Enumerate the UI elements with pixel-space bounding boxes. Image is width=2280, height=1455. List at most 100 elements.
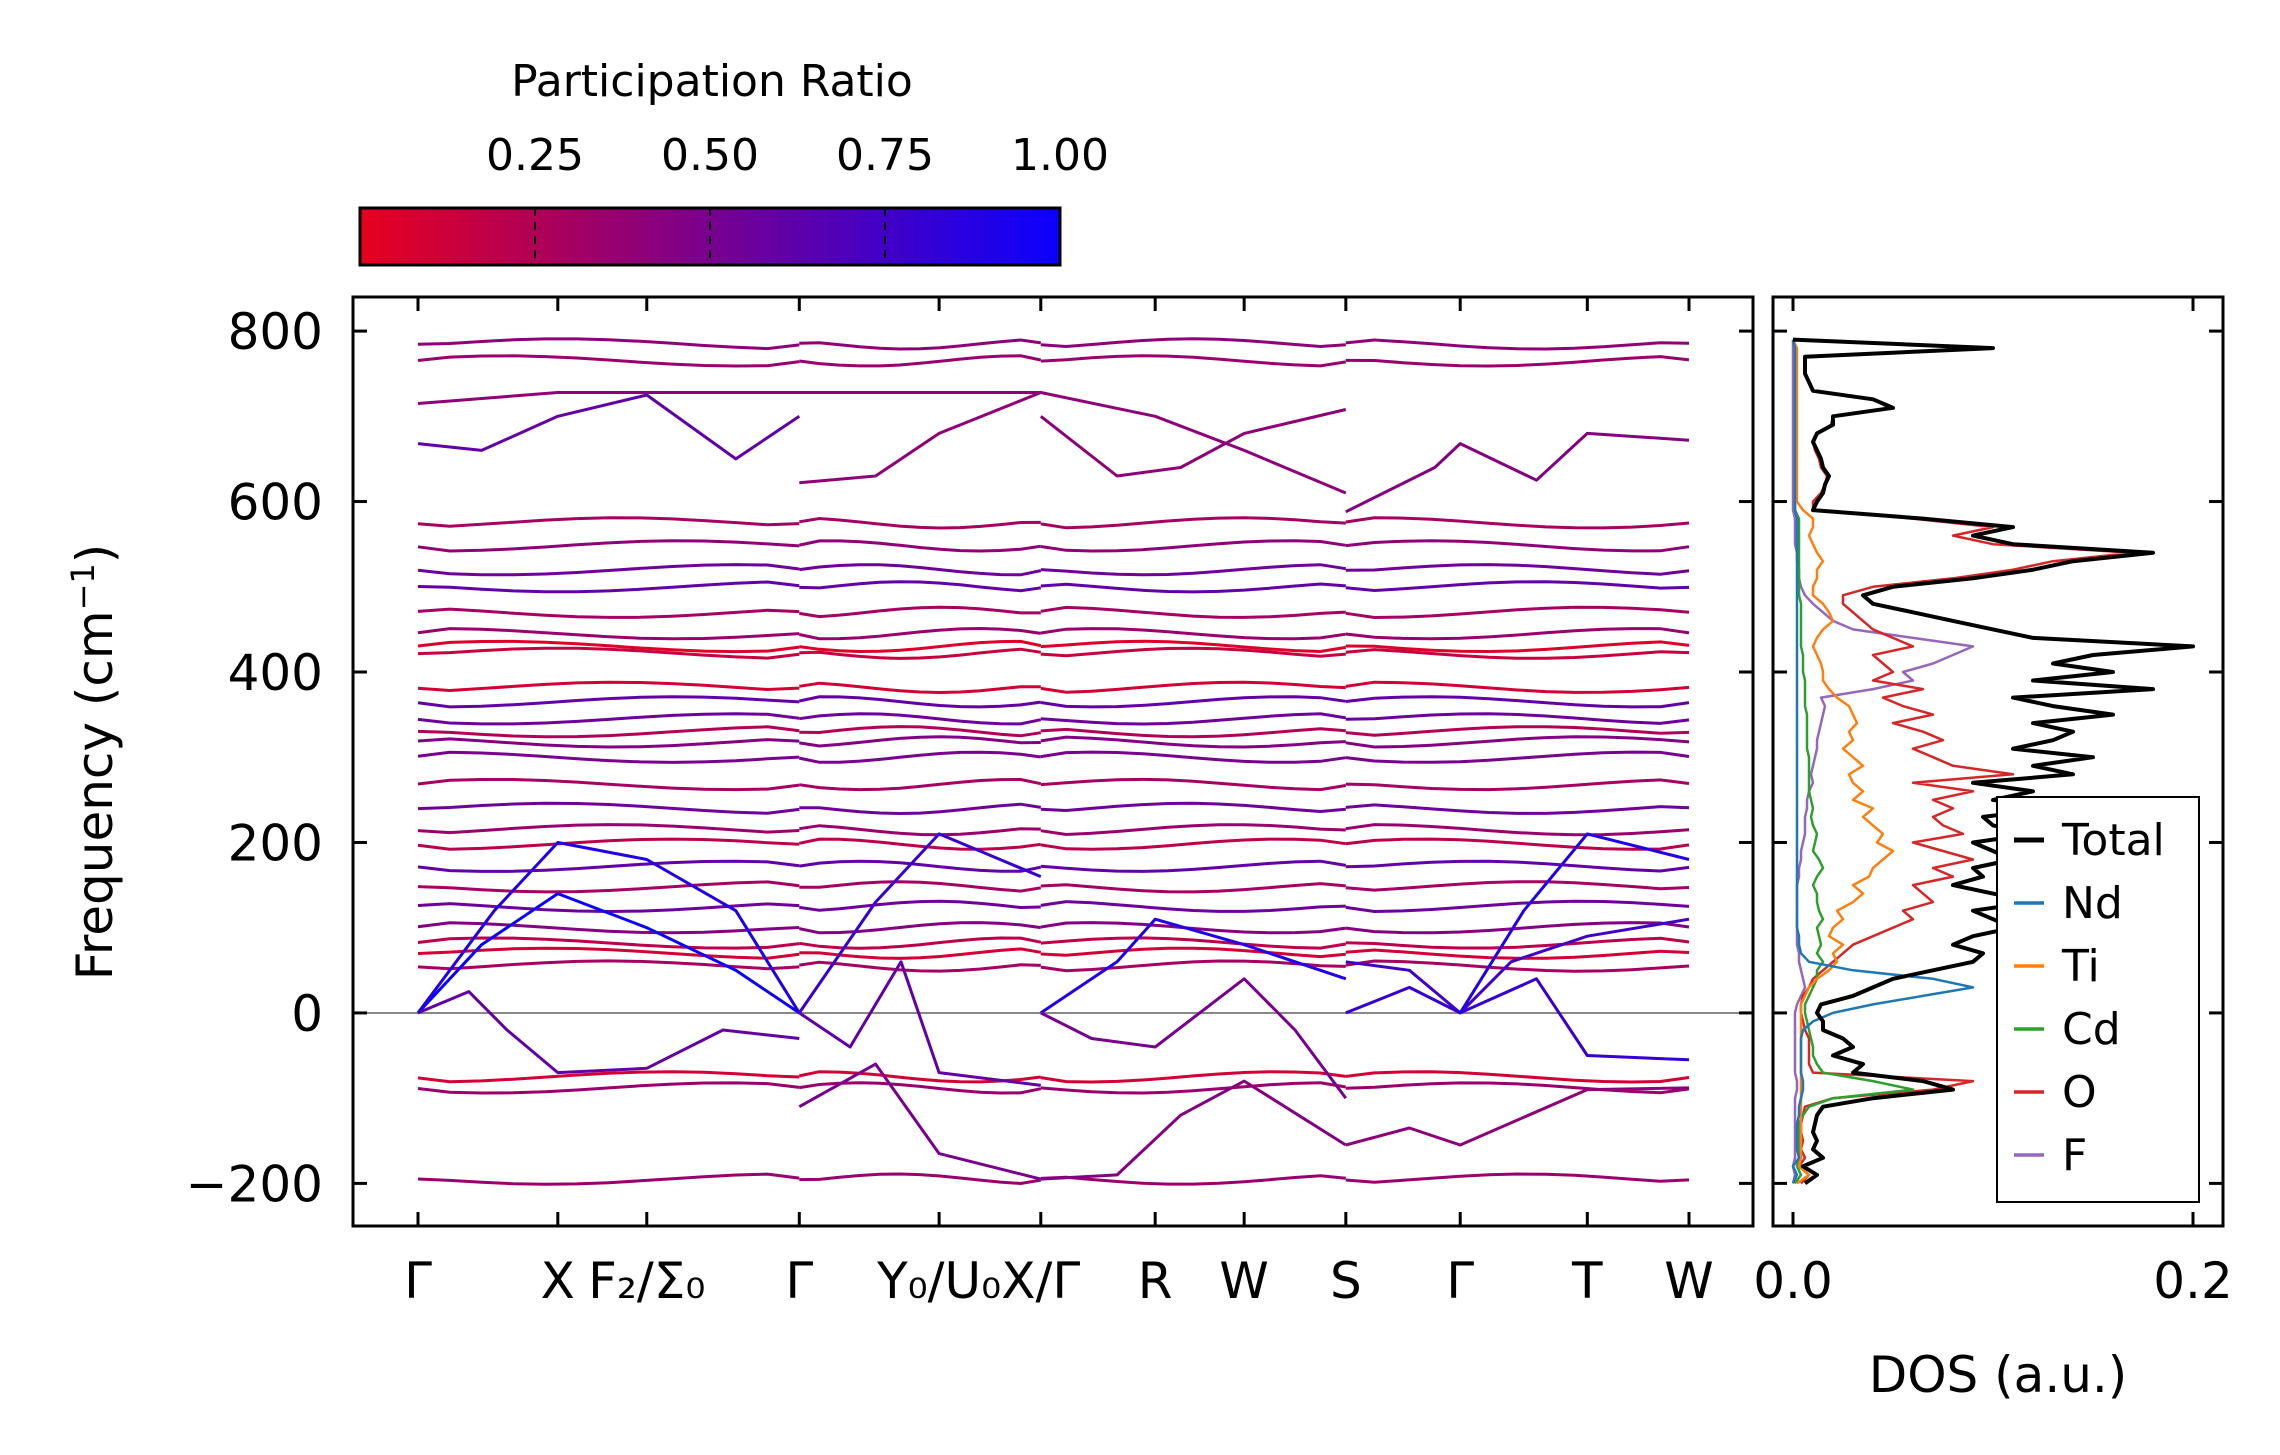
phonon-band xyxy=(417,902,800,914)
phonon-band xyxy=(798,626,1042,641)
phonon-band xyxy=(1345,1070,1690,1084)
phonon-band xyxy=(1345,778,1690,792)
phonon-band xyxy=(417,959,800,971)
phonon-band xyxy=(799,712,1042,726)
phonon-band xyxy=(1345,750,1690,764)
phonon-band xyxy=(1345,355,1690,368)
phonon-band xyxy=(417,627,800,641)
legend-label: F xyxy=(2062,1130,2087,1181)
band-y-tick-label: 0 xyxy=(291,985,323,1043)
dos-y-ticks xyxy=(1773,329,2223,1185)
dos-panel: 0.0 0.2 DOS (a.u.) Total Nd Ti Cd OF xyxy=(1753,295,2233,1404)
colorbar-tick-label: 0.25 xyxy=(486,130,584,181)
phonon-band xyxy=(1040,900,1346,913)
phonon-band xyxy=(799,735,1041,748)
phonon-band xyxy=(799,605,1041,619)
phonon-band xyxy=(799,1172,1042,1186)
phonon-band xyxy=(1040,639,1347,654)
dos-x-axis: 0.0 0.2 xyxy=(1753,297,2233,1310)
phonon-band xyxy=(799,880,1042,893)
kpoint-label: Γ xyxy=(404,1252,432,1310)
phonon-band xyxy=(1345,859,1690,873)
band-plot-frame xyxy=(351,295,1755,1228)
phonon-band xyxy=(417,1172,800,1186)
phonon-band xyxy=(1345,899,1690,914)
phonon-band xyxy=(1345,1081,1690,1095)
phonon-band xyxy=(1040,1174,1346,1186)
band-y-tick-label: 200 xyxy=(228,814,323,872)
band-y-label: Frequency (cm−1) xyxy=(64,544,124,981)
kpoint-label: W xyxy=(1219,1252,1268,1310)
kpoint-label: Y₀/U₀ xyxy=(876,1252,1001,1310)
legend-label: Cd xyxy=(2062,1004,2121,1055)
phonon-band xyxy=(1040,921,1347,935)
band-y-tick-label: 800 xyxy=(228,303,323,361)
phonon-band xyxy=(1040,1081,1347,1095)
phonon-band xyxy=(417,837,800,851)
kpoint-label: T xyxy=(1571,1252,1603,1310)
phonon-band xyxy=(417,680,800,693)
phonon-band xyxy=(1345,431,1690,514)
phonon-band xyxy=(417,936,800,950)
phonon-band xyxy=(417,801,800,815)
phonon-band xyxy=(1458,832,1690,1014)
phonon-band xyxy=(1040,627,1347,641)
phonon-band xyxy=(799,802,1042,816)
colorbar-tick-label: 0.75 xyxy=(836,130,934,181)
phonon-band xyxy=(417,607,800,619)
phonon-band xyxy=(416,841,801,1014)
band-y-label-main: Frequency (cm xyxy=(66,610,124,980)
dos-legend: Total Nd Ti Cd OF xyxy=(1996,796,2200,1203)
phonon-band xyxy=(1345,640,1690,654)
phonon-band xyxy=(1040,680,1346,694)
band-y-tick-label: 600 xyxy=(228,474,323,532)
dos-legend-box xyxy=(1996,796,2200,1203)
dos-series-total xyxy=(1792,337,2195,1186)
phonon-band xyxy=(1345,680,1690,694)
phonon-band xyxy=(1040,750,1347,764)
phonon-band xyxy=(799,777,1042,792)
phonon-band xyxy=(417,516,800,528)
phonon-band xyxy=(417,639,800,654)
phonon-band xyxy=(798,832,1042,1014)
phonon-band xyxy=(1040,837,1347,851)
phonon-band xyxy=(1345,823,1690,837)
band-y-label-sup: −1 xyxy=(64,563,102,610)
phonon-band xyxy=(417,393,801,461)
phonon-band xyxy=(417,880,800,894)
phonon-band xyxy=(1345,735,1690,749)
legend-label: O xyxy=(2062,1067,2097,1118)
phonon-band xyxy=(417,563,800,577)
phonon-band xyxy=(798,960,1041,1087)
legend-label: Nd xyxy=(2062,878,2123,929)
phonon-band xyxy=(1040,354,1347,368)
phonon-band xyxy=(1345,948,1690,960)
phonon-band xyxy=(417,354,800,368)
band-y-tick-label: −200 xyxy=(186,1155,323,1213)
dos-series-cd xyxy=(1791,339,1915,1185)
phonon-band xyxy=(1040,563,1347,577)
phonon-band xyxy=(1040,712,1347,726)
phonon-band xyxy=(417,921,800,935)
band-lines xyxy=(416,337,1690,1186)
colorbar-tick-label: 1.00 xyxy=(1011,130,1109,181)
phonon-band xyxy=(1345,338,1690,351)
phonon-band xyxy=(417,750,800,764)
phonon-band xyxy=(1040,859,1347,873)
phonon-band xyxy=(1345,917,1690,1015)
phonon-band xyxy=(417,539,800,553)
phonon-band xyxy=(1345,539,1690,553)
phonon-band xyxy=(798,750,1041,764)
phonon-band xyxy=(798,837,1041,851)
phonon-band xyxy=(798,921,1041,935)
phonon-band xyxy=(1040,801,1346,814)
phonon-band xyxy=(1345,1086,1690,1147)
phonon-band xyxy=(1040,337,1346,349)
band-y-tick-label: 400 xyxy=(228,644,323,702)
phonon-band xyxy=(417,695,800,709)
phonon-band xyxy=(799,639,1042,654)
phonon-band xyxy=(1040,582,1346,594)
phonon-band xyxy=(1345,712,1690,725)
